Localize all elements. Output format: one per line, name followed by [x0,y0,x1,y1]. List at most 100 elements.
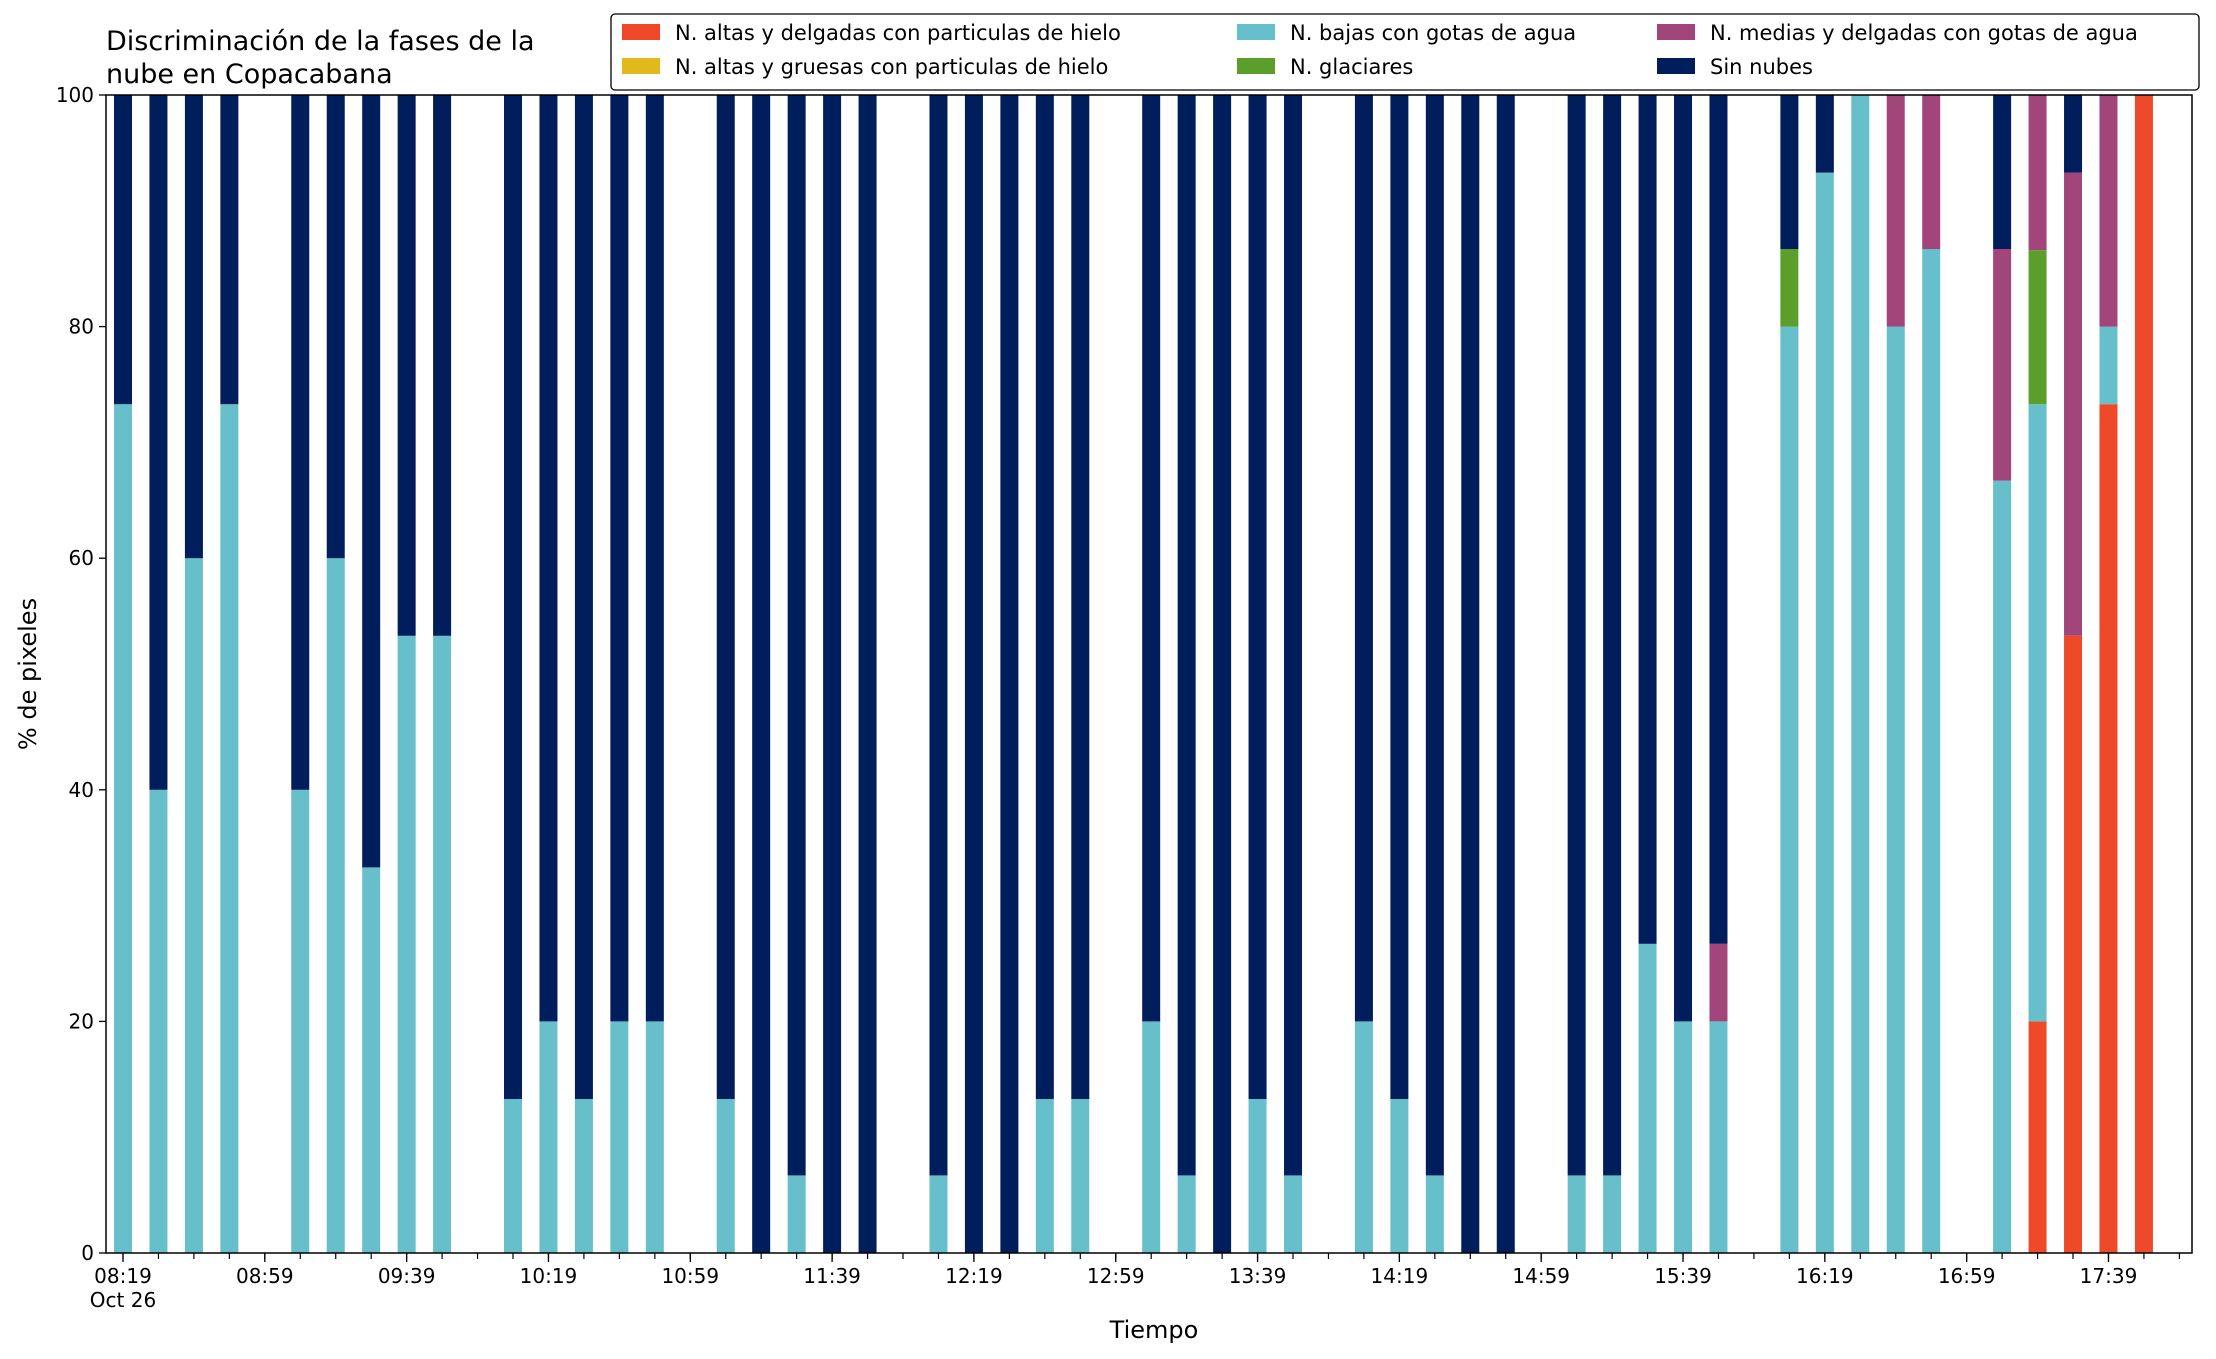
bar-1619-series-2 [1815,172,1834,1254]
bar-0939-series-2 [397,635,416,1253]
chart-title-line-2: nube en Copacabana [106,59,393,90]
bar-1349-series-5 [1284,95,1303,1176]
x-tick-label: 10:59 [661,1264,719,1288]
bar-1729-series-5 [2064,95,2083,173]
bar-1129-series-5 [787,95,806,1176]
bar-1129-series-2 [787,1175,806,1253]
bar-1039-series-2 [610,1021,629,1253]
legend-swatch-0 [622,24,660,40]
bar-0909-series-2 [291,789,310,1253]
bar-1209-series-5 [929,95,948,1176]
x-tick-label: 12:59 [1087,1264,1145,1288]
x-tick-label: 13:39 [1229,1264,1287,1288]
bar-1009-series-5 [504,95,522,1099]
bar-1249-series-2 [1071,1098,1090,1253]
bar-1729-series-4 [2064,172,2083,636]
bar-1339-series-2 [1248,1098,1267,1253]
bar-1509-series-2 [1567,1175,1586,1253]
bar-1429-series-5 [1425,95,1444,1176]
bar-1009-series-2 [504,1098,522,1253]
bar-1619-series-5 [1815,95,1834,173]
legend-swatch-5 [1657,58,1695,74]
x-tick-label: 11:39 [803,1264,861,1288]
bar-1709-series-2 [1993,480,2012,1253]
bar-0949-series-5 [433,95,452,636]
legend-label-3: N. glaciares [1290,55,1413,79]
plot-frame [105,94,2193,1254]
bar-1219-series-5 [964,95,983,1253]
legend-label-0: N. altas y delgadas con particulas de hi… [675,21,1121,45]
y-axis-ticks: 0 20 40 60 80 100 [56,83,106,1265]
x-tick-label: 10:19 [520,1264,578,1288]
x-axis-label: Tiempo [1109,1316,1199,1344]
bar-1549-series-5 [1709,95,1728,944]
bar-0819-series-2 [114,404,132,1253]
bar-1309-series-2 [1142,1021,1161,1253]
bar-0849-series-5 [220,95,239,405]
legend-swatch-4 [1657,24,1695,40]
legend-swatch-1 [622,58,660,74]
bar-1639-series-4 [1886,95,1905,327]
bar-0929-series-5 [362,95,381,868]
bar-1649-series-2 [1922,249,1941,1253]
x-tick-label: 12:19 [945,1264,1003,1288]
y-tick-label: 60 [69,546,94,570]
bar-1609-series-2 [1780,326,1799,1254]
x-tick-label: 08:59 [236,1264,294,1288]
bar-1539-series-2 [1674,1021,1693,1253]
bar-0949-series-2 [433,635,452,1253]
bar-1349-series-2 [1284,1175,1303,1253]
bar-0829-series-2 [149,789,168,1253]
bar-1429-series-2 [1425,1175,1444,1253]
bar-1609-series-5 [1780,95,1799,250]
bar-1719-series-2 [2028,404,2047,1022]
bar-0909-series-5 [291,95,310,790]
bar-1609-series-3 [1780,249,1799,327]
x-tick-sublabel: Oct 26 [90,1288,156,1312]
bar-1719-series-0 [2028,1021,2047,1253]
bar-1519-series-5 [1603,95,1622,1176]
bar-1419-series-5 [1390,95,1409,1099]
x-tick-label: 14:19 [1371,1264,1429,1288]
bar-1549-series-2 [1709,1021,1728,1253]
bar-1739-series-2 [2099,326,2118,405]
bars-layer [114,95,2153,1254]
y-tick-label: 0 [81,1241,94,1265]
bar-1339-series-5 [1248,95,1267,1099]
bar-1739-series-4 [2099,95,2118,327]
bar-1319-series-5 [1177,95,1196,1176]
bar-1409-series-5 [1354,95,1373,1022]
bar-1019-series-5 [539,95,558,1022]
bar-1109-series-2 [716,1098,735,1253]
bar-1119-series-5 [752,95,771,1253]
bar-1529-series-5 [1638,95,1657,944]
bar-1449-series-5 [1496,95,1515,1253]
bar-1519-series-2 [1603,1175,1622,1253]
bar-1109-series-5 [716,95,735,1099]
bar-0929-series-2 [362,867,381,1253]
bar-1239-series-2 [1035,1098,1054,1253]
bar-1629-series-2 [1851,95,1870,1253]
y-tick-label: 80 [69,315,94,339]
bar-0839-series-2 [184,558,203,1253]
bar-1039-series-5 [610,95,629,1022]
legend-frame [610,13,2200,91]
x-tick-label: 14:59 [1512,1264,1570,1288]
bar-1709-series-5 [1993,95,2012,250]
bar-0829-series-5 [149,95,168,790]
bar-1719-series-3 [2028,250,2047,405]
bar-1049-series-2 [645,1021,664,1253]
bar-1709-series-4 [1993,249,2012,481]
legend-label-2: N. bajas con gotas de agua [1290,21,1576,45]
bar-0849-series-2 [220,404,239,1253]
bar-1239-series-5 [1035,95,1054,1099]
x-tick-label: 15:39 [1654,1264,1712,1288]
bar-1419-series-2 [1390,1098,1409,1253]
y-axis-label: % de pixeles [14,598,42,750]
bar-1539-series-5 [1674,95,1693,1022]
x-tick-label: 17:39 [2080,1264,2138,1288]
bar-1029-series-5 [574,95,593,1099]
bar-1139-series-5 [823,95,842,1253]
x-tick-label: 16:59 [1938,1264,1996,1288]
legend-swatch-3 [1237,58,1275,74]
